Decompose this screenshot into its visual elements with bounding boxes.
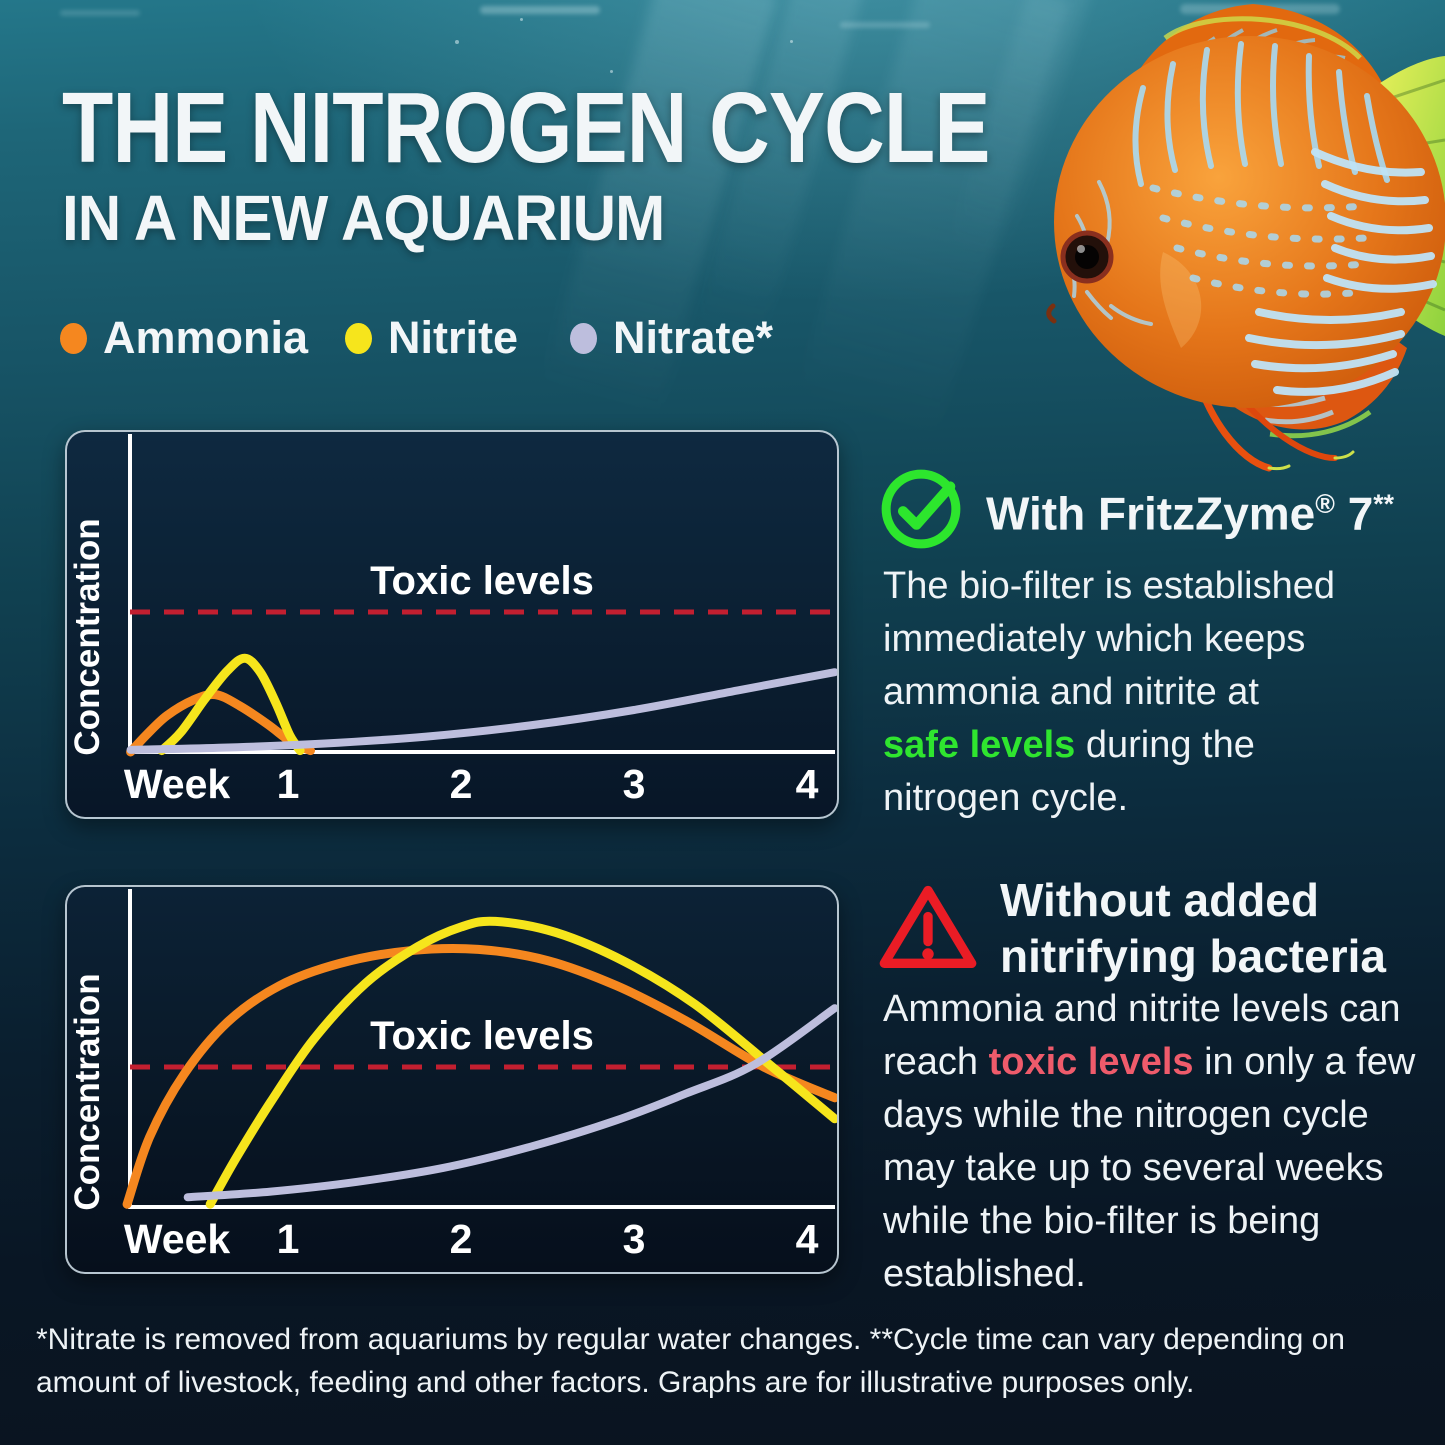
toxic-levels-label: Toxic levels [370,559,594,603]
bubble [1330,100,1333,103]
toxic-levels-label: Toxic levels [370,1014,594,1058]
legend-label: Nitrite [388,312,519,363]
with-fritzzyme-header: With FritzZyme® 7** [876,464,1394,554]
with-fritzzyme-heading: With FritzZyme® 7** [986,487,1395,540]
legend-label: Ammonia [103,312,309,363]
y-axis-label: Concentration [68,518,107,755]
x-tick-1: 1 [277,761,300,807]
warning-triangle-icon [879,885,977,969]
without-bacteria-body: Ammonia and nitrite levels can reach toxi… [883,988,1416,1295]
water-surface-streak [480,6,600,14]
legend-label: Nitrate* [613,312,774,363]
ammonia-dot-icon [60,322,87,354]
page-title: THE NITROGEN CYCLE [62,72,990,184]
series-nitrate-curve [126,668,837,754]
water-surface-streak [1180,4,1340,14]
x-tick-4: 4 [796,761,819,807]
with-fritzzyme-body: The bio-filter is established immediately… [883,565,1335,819]
bubble [455,40,459,44]
bubble [520,18,523,21]
legend-item-nitrite: Nitrite [345,312,518,364]
x-axis-title: Week [124,761,231,807]
water-surface-streak [60,10,140,16]
series-nitrite-curve [157,653,305,756]
legend-item-ammonia: Ammonia [60,312,308,364]
x-tick-2: 2 [450,1216,473,1262]
footnote: *Nitrate is removed from aquariums by re… [36,1323,1345,1399]
water-surface-streak [840,22,930,28]
without-bacteria-header: Without added nitrifying bacteria [876,872,1386,984]
page-subtitle: IN A NEW AQUARIUM [62,182,665,254]
chart-panel-without-bacteria: Concentration Toxic levels Week 1 2 3 4 [65,885,839,1274]
x-tick-4: 4 [796,1216,819,1262]
x-tick-2: 2 [450,761,473,807]
chart-without-bacteria: Concentration Toxic levels Week 1 2 3 4 [68,889,837,1262]
x-tick-1: 1 [277,1216,300,1262]
series-nitrate-curve [183,1004,837,1202]
chart-panel-with-fritzzyme: Concentration Toxic levels Week 1 2 3 4 [65,430,839,819]
bubble [610,70,613,73]
without-bacteria-heading: Without added nitrifying bacteria [1000,874,1386,982]
check-circle-icon [881,469,961,549]
series-ammonia-curve [126,689,315,757]
x-axis-title: Week [124,1216,231,1262]
nitrite-dot-icon [345,322,372,354]
series-nitrite-curve [205,916,837,1209]
chart-with-fritzzyme: Concentration Toxic levels Week 1 2 3 4 [68,434,837,807]
x-tick-3: 3 [623,761,646,807]
x-tick-3: 3 [623,1216,646,1262]
light-ray [789,0,1071,452]
bubble [790,40,793,43]
legend-item-nitrate: Nitrate* [570,312,773,364]
y-axis-label: Concentration [68,973,107,1210]
nitrate-dot-icon [570,322,597,354]
